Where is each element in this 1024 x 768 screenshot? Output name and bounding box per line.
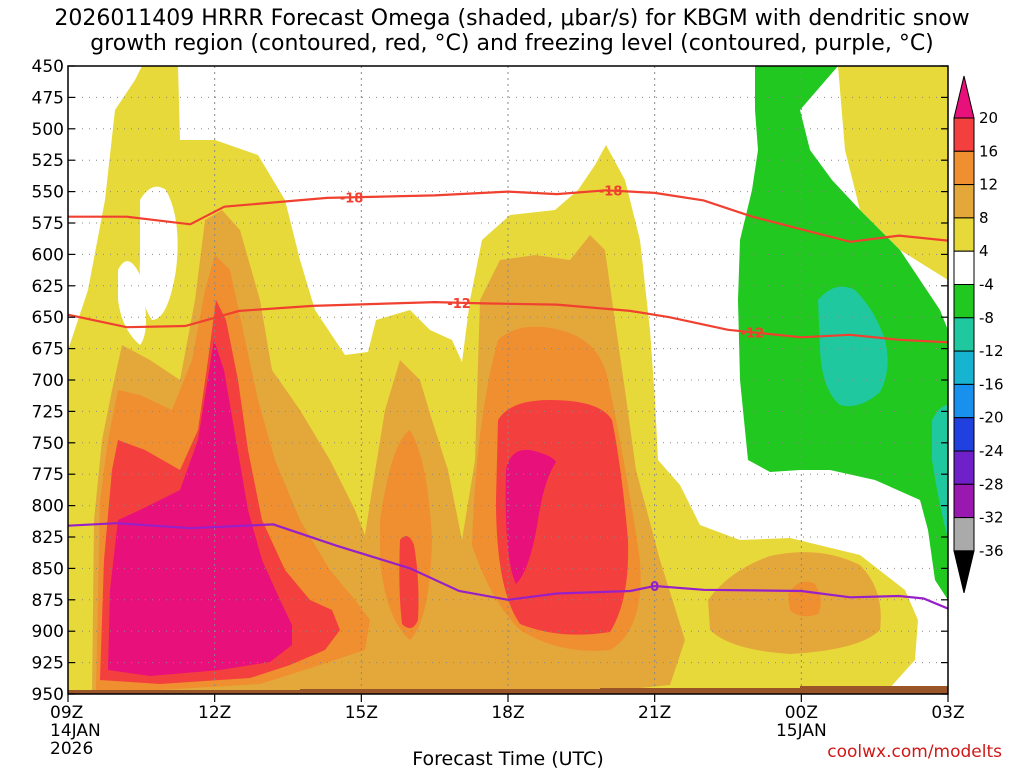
- contour-layer: -18 -18 -12 -12 0: [68, 185, 948, 610]
- chart-title-line2: growth region (contoured, red, °C) and f…: [90, 31, 934, 56]
- y-tick-label-19: 925: [32, 654, 64, 674]
- contour-freezing-level-0C: [68, 522, 948, 610]
- colorbar-label-13: -36: [979, 542, 1004, 560]
- colorbar-box-11: [953, 483, 975, 519]
- y-tick-label-13: 775: [32, 465, 64, 485]
- colorbar-label-10: -24: [979, 442, 1004, 460]
- x-tick-label-6: 03Z: [931, 703, 964, 723]
- contour-label-freezing-level-0C-0: 0: [650, 580, 659, 595]
- y-tick-label-17: 875: [32, 591, 64, 611]
- y-tick-label-6: 600: [32, 245, 64, 265]
- colorbar-box-9: [953, 417, 975, 452]
- chart-title: 2026011409 HRRR Forecast Omega (shaded, …: [0, 6, 1024, 56]
- y-tick-label-7: 625: [32, 277, 64, 297]
- colorbar-box-10: [953, 450, 975, 485]
- x-axis-label: Forecast Time (UTC): [412, 748, 603, 768]
- x-tick-label-2: 15Z: [345, 703, 378, 723]
- colorbar-label-6: -8: [979, 309, 994, 327]
- omega-green-upward: [738, 66, 948, 600]
- y-tick-label-0: 450: [32, 57, 64, 77]
- colorbar-box-8: [953, 383, 975, 419]
- x-tick-label-4: 21Z: [638, 703, 671, 723]
- y-tick-label-10: 700: [32, 371, 64, 391]
- colorbar-label-0: 20: [979, 109, 998, 127]
- x-tick-date-5: 15JAN: [776, 721, 827, 741]
- credit-text: coolwx.com/modelts: [827, 742, 1002, 762]
- contour-dendritic-bottom-12C: [68, 300, 948, 344]
- colorbar-box-1: [953, 150, 975, 186]
- colorbar-box-4: [953, 250, 975, 285]
- colorbar-box-6: [953, 317, 975, 352]
- colorbar-top-triangle: [953, 75, 975, 119]
- y-axis: 450 475 500 525 550 575 600 625 650 675 700 725 750 7…: [32, 57, 948, 705]
- x-tick-year-0: 2026: [50, 739, 93, 759]
- colorbar-label-7: -12: [979, 342, 1004, 360]
- colorbar-box-5: [953, 284, 975, 319]
- grid-lines: [68, 66, 948, 694]
- colorbar-label-5: -4: [979, 276, 994, 294]
- colorbar-box-7: [953, 350, 975, 385]
- y-tick-label-18: 900: [32, 622, 64, 642]
- colorbar-box-3: [953, 217, 975, 252]
- colorbar-label-12: -32: [979, 509, 1004, 527]
- y-tick-label-9: 675: [32, 340, 64, 360]
- colorbar-label-1: 16: [979, 142, 998, 160]
- y-tick-label-1: 475: [32, 88, 64, 108]
- colorbar-label-9: -20: [979, 409, 1004, 427]
- colorbar-box-2: [953, 184, 975, 219]
- colorbar-box-0: [953, 117, 975, 152]
- x-tick-label-0: 09Z: [50, 703, 83, 723]
- colorbar-label-3: 8: [979, 209, 989, 227]
- y-tick-label-8: 650: [32, 308, 64, 328]
- colorbar-label-4: 4: [979, 242, 989, 260]
- omega-magenta-gt20: [108, 340, 556, 676]
- y-tick-label-15: 825: [32, 528, 64, 548]
- contour-label-dendritic-top-18C-0: -18: [340, 191, 364, 206]
- contour-label-dendritic-bottom-12C-1: -12: [741, 326, 765, 341]
- y-tick-label-14: 800: [32, 497, 64, 517]
- colorbar-box-12: [953, 517, 975, 552]
- y-tick-label-5: 575: [32, 214, 64, 234]
- colorbar-label-8: -16: [979, 375, 1004, 393]
- chart-title-line1: 2026011409 HRRR Forecast Omega (shaded, …: [54, 6, 970, 31]
- y-tick-label-12: 750: [32, 434, 64, 454]
- contour-label-dendritic-top-18C-1: -18: [599, 185, 623, 200]
- x-tick-date-0: 14JAN: [50, 721, 101, 741]
- contour-dendritic-top-18C: [68, 189, 948, 243]
- y-tick-label-16: 850: [32, 559, 64, 579]
- y-tick-label-11: 725: [32, 402, 64, 422]
- y-tick-label-2: 500: [32, 120, 64, 140]
- y-tick-label-4: 550: [32, 183, 64, 203]
- terrain-strip: [68, 686, 948, 694]
- x-tick-label-5: 00Z: [785, 703, 818, 723]
- x-tick-label-3: 18Z: [491, 703, 524, 723]
- y-tick-label-20: 950: [32, 685, 64, 705]
- colorbar-label-11: -28: [979, 475, 1004, 493]
- colorbar-label-2: 12: [979, 176, 998, 194]
- colorbar: 20 16 12 8 4 -4 -8 -12 -16 -20 -24 -28 -32 -36: [953, 75, 1004, 594]
- x-tick-label-1: 12Z: [198, 703, 231, 723]
- y-tick-label-3: 525: [32, 151, 64, 171]
- colorbar-bottom-triangle: [953, 550, 975, 594]
- contour-label-dendritic-bottom-12C-0: -12: [447, 297, 471, 312]
